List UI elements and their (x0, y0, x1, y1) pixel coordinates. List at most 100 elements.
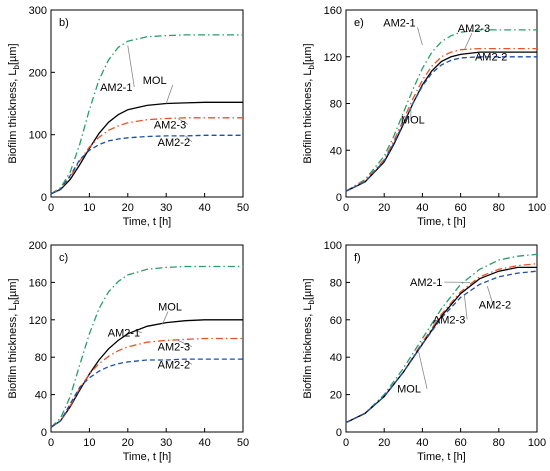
y-tick-label: 80 (330, 277, 342, 289)
series-label: AM2-1 (410, 277, 442, 289)
x-axis-label: Time, t [h] (123, 216, 172, 228)
x-tick-label: 100 (528, 437, 546, 449)
series-label-leader (464, 33, 473, 50)
y-axis-label-main: Biofilm thickness, L (302, 69, 314, 163)
y-tick-label: 40 (35, 390, 47, 402)
x-tick-label: 30 (160, 202, 172, 214)
series-label-leader (177, 118, 189, 125)
x-tick-label: 20 (122, 437, 134, 449)
x-tick-label: 0 (48, 202, 54, 214)
x-tick-label: 60 (454, 437, 466, 449)
plot-frame (50, 9, 244, 198)
y-tick-label: 120 (324, 52, 342, 64)
series-label-leader (165, 85, 174, 104)
y-tick-label: 200 (29, 240, 47, 252)
x-tick-label: 0 (343, 437, 349, 449)
y-axis-label-unit: [µm] (302, 43, 314, 65)
series-label: AM2-3 (158, 342, 190, 354)
series-label-leader (486, 286, 494, 305)
y-tick-label: 80 (330, 99, 342, 111)
x-tick-label: 40 (416, 437, 428, 449)
y-tick-label: 40 (330, 145, 342, 157)
series-line-mol (50, 101, 243, 195)
x-tick-label: 60 (454, 202, 466, 214)
x-tick-label: 20 (378, 202, 390, 214)
panel-c: 0 10 20 30 40 50 0 40 80 120 160 200 Time, t [h] Biof… (7, 240, 249, 463)
y-axis-label: Biofilm thickness, Lb[µm] (302, 43, 316, 163)
series-label-leader (161, 311, 169, 325)
panel-e: 0 20 40 60 80 100 0 40 80 120 160 Time, t [h] Biofil… (302, 5, 546, 228)
series-label-leader (418, 351, 428, 389)
panel-label: c) (59, 252, 68, 264)
y-tick-label: 0 (41, 192, 47, 204)
y-tick-label: 100 (324, 240, 342, 252)
series-label: AM2-1 (383, 17, 415, 29)
y-tick-label: 300 (29, 5, 47, 17)
y-tick-label: 0 (336, 192, 342, 204)
y-axis-label-subscript: b (12, 64, 21, 69)
series-label-leader (185, 135, 193, 143)
y-tick-label: 100 (29, 130, 47, 142)
x-tick-label: 80 (493, 437, 505, 449)
series-line-am2-2 (50, 358, 243, 428)
series-line-am2-1 (345, 29, 537, 192)
y-tick-label: 160 (29, 277, 47, 289)
series-label: MOL (397, 384, 421, 396)
panel-f: 0 20 40 60 80 100 0 20 40 60 80 100 Time, t [h] Biofi… (302, 240, 546, 463)
series-line-am2-3 (345, 47, 537, 192)
series-line-am2-1 (50, 34, 243, 195)
y-axis-label-main: Biofilm thickness, L (7, 304, 19, 398)
series-label: AM2-2 (158, 359, 190, 371)
x-tick-label: 10 (83, 202, 95, 214)
x-axis-label: Time, t [h] (417, 451, 466, 463)
panel-label: f) (354, 252, 361, 264)
x-tick-label: 40 (198, 202, 210, 214)
series-line-am2-1 (345, 253, 538, 424)
series-label-leader (464, 295, 468, 320)
series-line-am2-3 (50, 337, 243, 428)
x-axis-label: Time, t [h] (417, 216, 466, 228)
series-line-am2-3 (345, 263, 538, 424)
x-tick-label: 0 (48, 437, 54, 449)
x-tick-label: 80 (493, 202, 505, 214)
y-axis-label-subscript: b (307, 64, 316, 69)
series-line-mol (50, 319, 243, 428)
series-label-leader (185, 359, 193, 365)
series-label: MOL (143, 75, 167, 87)
series-line-am2-2 (345, 270, 538, 424)
y-tick-label: 200 (29, 67, 47, 79)
y-axis-label: Biofilm thickness, Lb[µm] (302, 278, 316, 398)
series-line-mol (345, 51, 537, 192)
x-tick-label: 50 (237, 202, 249, 214)
x-tick-label: 40 (198, 437, 210, 449)
series-label: AM2-3 (458, 23, 490, 35)
series-line-am2-3 (50, 117, 243, 195)
panel-label: b) (59, 17, 69, 29)
x-tick-label: 50 (237, 437, 249, 449)
series-line-am2-1 (50, 265, 243, 428)
y-tick-label: 20 (330, 390, 342, 402)
series-line-am2-2 (345, 56, 537, 192)
series-label-leader (127, 45, 135, 88)
series-line-mol (345, 266, 537, 424)
series-label: AM2-2 (475, 51, 507, 63)
series-label: MOL (401, 114, 425, 126)
panel-label: e) (354, 17, 364, 29)
x-tick-label: 40 (416, 202, 428, 214)
x-tick-label: 0 (343, 202, 349, 214)
y-tick-label: 120 (29, 315, 47, 327)
y-axis-label-unit: [µm] (7, 43, 19, 65)
series-label: AM2-1 (108, 328, 140, 340)
y-tick-label: 0 (41, 427, 47, 439)
x-tick-label: 20 (122, 202, 134, 214)
x-tick-label: 10 (83, 437, 95, 449)
series-line-am2-2 (50, 134, 243, 195)
y-axis-label: Biofilm thickness, Lb[µm] (7, 278, 21, 398)
series-label-leader (417, 27, 423, 46)
series-label-leader (177, 340, 193, 348)
y-tick-label: 160 (324, 5, 342, 17)
y-axis-label: Biofilm thickness, Lb[µm] (7, 43, 21, 163)
plot-frame (345, 244, 538, 433)
x-tick-label: 100 (528, 202, 546, 214)
